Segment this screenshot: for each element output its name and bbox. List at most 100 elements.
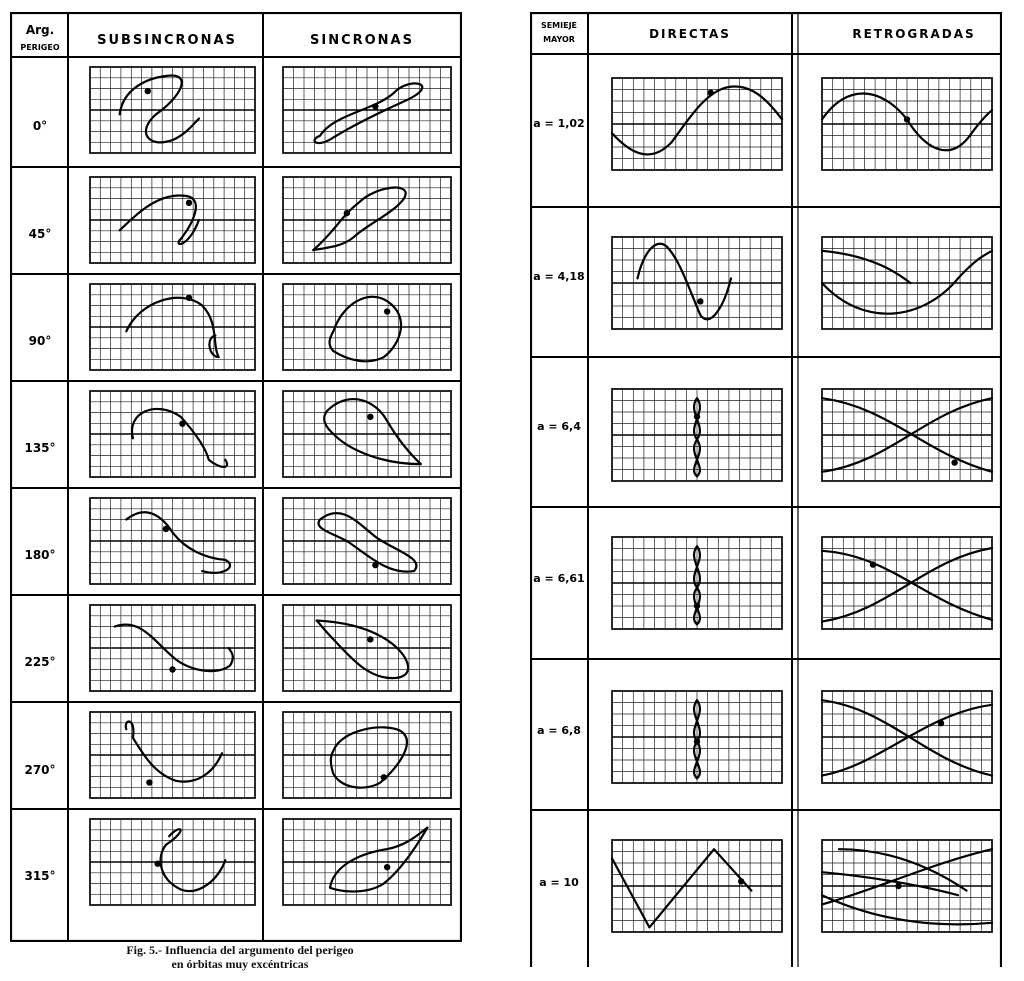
ground-track-curve — [130, 407, 228, 468]
ground-track-grid — [611, 536, 783, 630]
satellite-marker — [383, 863, 391, 871]
ground-track-curve — [693, 397, 701, 478]
ground-track-grid — [89, 283, 256, 371]
ground-track-grid — [821, 77, 993, 171]
satellite-marker — [738, 878, 745, 885]
ground-track-grid — [282, 176, 452, 264]
satellite-marker — [697, 298, 704, 305]
ground-track-grid — [821, 839, 993, 933]
satellite-marker — [154, 860, 161, 867]
column-header-retrogradas: RETROGRADAS — [852, 27, 975, 41]
right-table: SEMIEJE MAYOR DIRECTAS RETROGRADAS a = 1… — [530, 12, 1002, 967]
ground-track-curve — [820, 848, 994, 926]
caption-line-1: Fig. 5.- Influencia del argumento del pe… — [126, 943, 354, 957]
ground-track-grid — [821, 236, 993, 330]
row-label-315: 315° — [24, 869, 55, 883]
left-table-figure: Arg. PERIGEO SUBSINCRONAS SINCRONAS 0° 4… — [10, 12, 462, 942]
column-header-subsincronas: SUBSINCRONAS — [97, 33, 237, 48]
ground-track-curve — [159, 828, 227, 893]
ground-track-grid — [89, 66, 256, 154]
ground-track-grid — [282, 711, 452, 799]
right-corner-top: SEMIEJE — [541, 21, 577, 30]
row-label-a-1-02: a = 1,02 — [533, 117, 584, 130]
ground-track-grid — [282, 66, 452, 154]
satellite-marker — [185, 294, 193, 301]
left-table: Arg. PERIGEO SUBSINCRONAS SINCRONAS 0° 4… — [10, 12, 462, 942]
satellite-marker — [185, 199, 193, 206]
row-label-135: 135° — [24, 441, 55, 455]
column-header-directas: DIRECTAS — [649, 27, 731, 41]
ground-track-curve — [820, 546, 994, 623]
satellite-marker — [895, 882, 902, 890]
ground-track-curve — [125, 296, 220, 359]
satellite-marker — [179, 420, 186, 427]
satellite-marker — [372, 103, 379, 110]
ground-track-grid — [611, 236, 783, 330]
ground-track-grid — [282, 604, 452, 692]
ground-track-grid — [89, 711, 256, 799]
ground-track-curve — [323, 398, 422, 466]
right-table-figure: SEMIEJE MAYOR DIRECTAS RETROGRADAS a = 1… — [530, 12, 1002, 967]
satellite-marker — [146, 779, 153, 786]
row-label-45: 45° — [29, 227, 52, 241]
ground-track-curve — [693, 545, 701, 626]
row-label-270: 270° — [24, 763, 55, 777]
satellite-marker — [343, 209, 351, 217]
row-label-0: 0° — [33, 119, 47, 133]
ground-track-grid — [611, 839, 783, 933]
satellite-marker — [693, 738, 701, 745]
ground-track-curve — [610, 848, 753, 929]
caption-line-2: en órbitas muy excéntricas — [171, 957, 309, 971]
satellite-marker — [380, 774, 387, 781]
satellite-marker — [169, 666, 176, 673]
row-label-a-6-8: a = 6,8 — [537, 724, 581, 737]
satellite-marker — [903, 116, 911, 123]
ground-track-grid — [89, 604, 256, 692]
row-label-90: 90° — [29, 334, 52, 348]
satellite-marker — [367, 413, 374, 420]
ground-track-curve — [328, 826, 429, 893]
satellite-marker — [367, 636, 374, 643]
satellite-marker — [144, 87, 151, 95]
ground-track-curve — [610, 85, 784, 156]
ground-track-curve — [820, 249, 994, 315]
row-label-225: 225° — [24, 655, 55, 669]
row-label-a-10: a = 10 — [539, 876, 579, 889]
satellite-marker — [162, 525, 170, 533]
ground-track-grid — [89, 176, 256, 264]
satellite-marker — [372, 561, 379, 569]
ground-track-curve — [317, 512, 418, 573]
satellite-marker — [707, 89, 714, 96]
satellite-marker — [693, 413, 701, 420]
ground-track-curve — [820, 699, 994, 777]
ground-track-curve — [313, 82, 424, 145]
right-table-frame — [530, 12, 1002, 967]
ground-track-curve — [118, 74, 200, 144]
satellite-marker — [693, 602, 701, 610]
left-corner-bottom: PERIGEO — [20, 43, 59, 52]
ground-track-grid — [611, 77, 783, 171]
ground-track-curve — [113, 623, 234, 673]
ground-track-grid — [89, 390, 256, 478]
ground-track-curve — [315, 619, 410, 680]
left-table-frame — [10, 12, 462, 942]
left-corner-top: Arg. — [26, 23, 54, 37]
ground-track-curve — [118, 194, 200, 246]
ground-track-curve — [820, 92, 994, 152]
row-label-a-4-18: a = 4,18 — [533, 270, 584, 283]
ground-track-grid — [282, 497, 452, 585]
ground-track-curve — [328, 295, 403, 363]
ground-track-curve — [636, 242, 733, 321]
figure-caption: Fig. 5.- Influencia del argumento del pe… — [20, 943, 460, 971]
right-corner-bottom: MAYOR — [543, 35, 575, 44]
ground-track-grid — [611, 690, 783, 784]
row-label-180: 180° — [24, 548, 55, 562]
ground-track-curve — [125, 511, 232, 574]
column-header-sincronas: SINCRONAS — [310, 33, 414, 48]
ground-track-grid — [611, 388, 783, 482]
satellite-marker — [937, 720, 945, 727]
satellite-marker — [383, 308, 391, 315]
row-label-a-6-4: a = 6,4 — [537, 420, 581, 433]
satellite-marker — [869, 561, 877, 568]
ground-track-grid — [89, 497, 256, 585]
